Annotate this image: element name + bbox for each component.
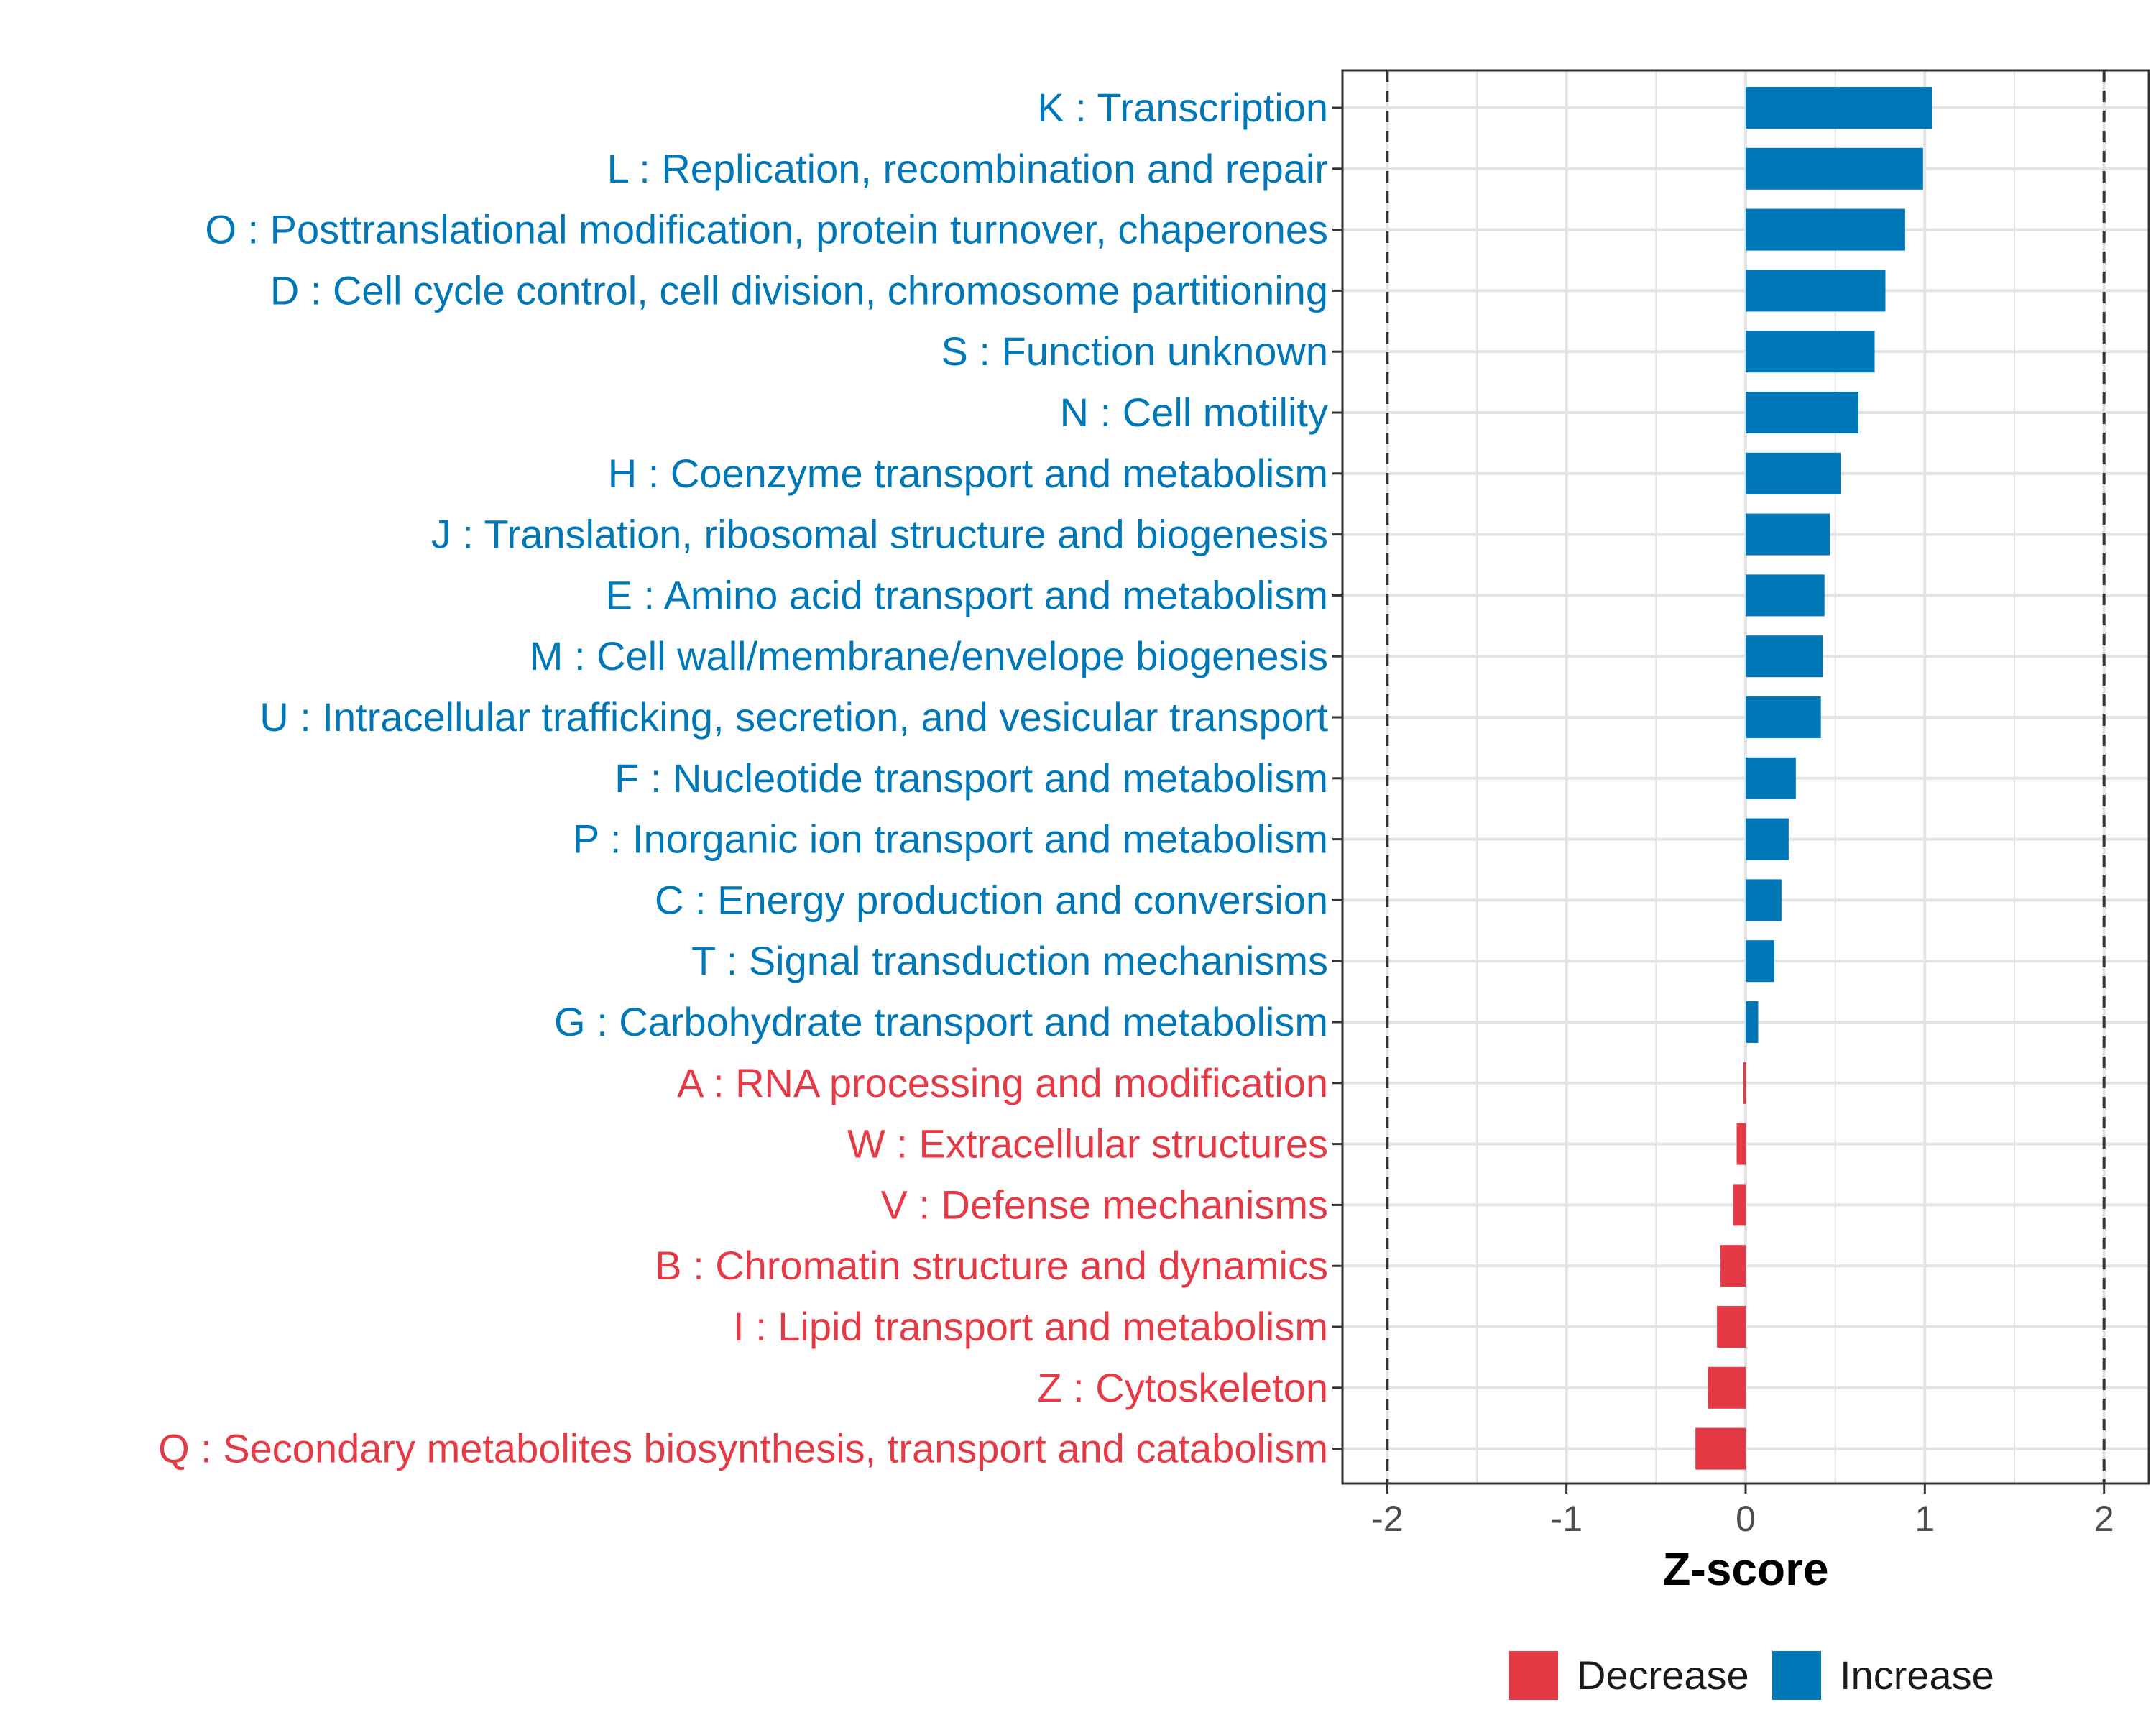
x-axis-ticks: -2 -1 0 1 2 [1371,1484,2114,1539]
bar [1746,392,1859,433]
category-label: S : Function unknown [941,328,1328,374]
bar [1746,87,1932,129]
x-tick-label: 2 [2094,1499,2114,1539]
bar [1746,513,1830,556]
category-label: V : Defense mechanisms [881,1182,1328,1227]
category-label: I : Lipid transport and metabolism [733,1304,1328,1349]
bar [1746,208,1905,251]
bar [1746,147,1923,190]
category-label: L : Replication, recombination and repai… [607,146,1328,191]
category-label: Q : Secondary metabolites biosynthesis, … [158,1426,1328,1471]
category-label: U : Intracellular trafficking, secretion… [259,694,1328,740]
bar [1708,1366,1746,1409]
category-label: F : Nucleotide transport and metabolism [614,755,1328,801]
y-axis-category-labels: K : Transcription L : Replication, recomb… [158,85,1328,1471]
x-tick-label: 0 [1736,1499,1756,1539]
bar [1743,1062,1746,1104]
legend-key-decrease [1509,1651,1558,1700]
category-label: M : Cell wall/membrane/envelope biogenes… [530,633,1328,678]
category-label: B : Chromatin structure and dynamics [655,1243,1328,1288]
category-label: H : Coenzyme transport and metabolism [608,451,1328,496]
bar [1746,818,1789,860]
x-tick-label: -2 [1371,1499,1403,1539]
category-label: P : Inorganic ion transport and metaboli… [573,816,1328,862]
category-label: A : RNA processing and modification [677,1060,1328,1105]
legend-label-decrease: Decrease [1577,1652,1749,1698]
bars [1695,87,1932,1470]
category-label: T : Signal transduction mechanisms [691,938,1328,983]
bar [1746,635,1823,678]
y-axis-ticks [1332,106,1342,1450]
legend-key-increase [1772,1651,1821,1700]
bar [1746,696,1821,738]
bar [1746,331,1875,373]
bar [1746,452,1841,494]
category-label: O : Posttranslational modification, prot… [205,207,1328,252]
bar [1746,270,1886,312]
x-tick-label: 1 [1915,1499,1935,1539]
category-label: N : Cell motility [1060,390,1328,435]
category-label: K : Transcription [1037,85,1328,130]
x-tick-label: -1 [1550,1499,1582,1539]
bar [1720,1245,1746,1287]
bar [1746,757,1796,799]
category-label: Z : Cytoskeleton [1037,1365,1328,1410]
category-label: E : Amino acid transport and metabolism [606,572,1328,617]
bar [1733,1184,1746,1226]
bar [1736,1123,1746,1165]
bar [1746,574,1825,617]
reference-lines [1386,70,2106,1484]
category-label: D : Cell cycle control, cell division, c… [270,267,1328,313]
category-label: G : Carbohydrate transport and metabolis… [554,999,1328,1044]
bar [1717,1306,1746,1348]
legend-label-increase: Increase [1840,1652,1994,1698]
bar [1746,879,1782,921]
category-label: C : Energy production and conversion [655,877,1328,922]
category-label: J : Translation, ribosomal structure and… [431,512,1328,557]
category-label: W : Extracellular structures [847,1121,1328,1167]
bar [1746,940,1774,983]
legend: Decrease Increase [1509,1651,1994,1700]
bar [1695,1427,1746,1470]
bar [1746,1001,1759,1043]
x-axis-title: Z-score [1662,1543,1828,1595]
